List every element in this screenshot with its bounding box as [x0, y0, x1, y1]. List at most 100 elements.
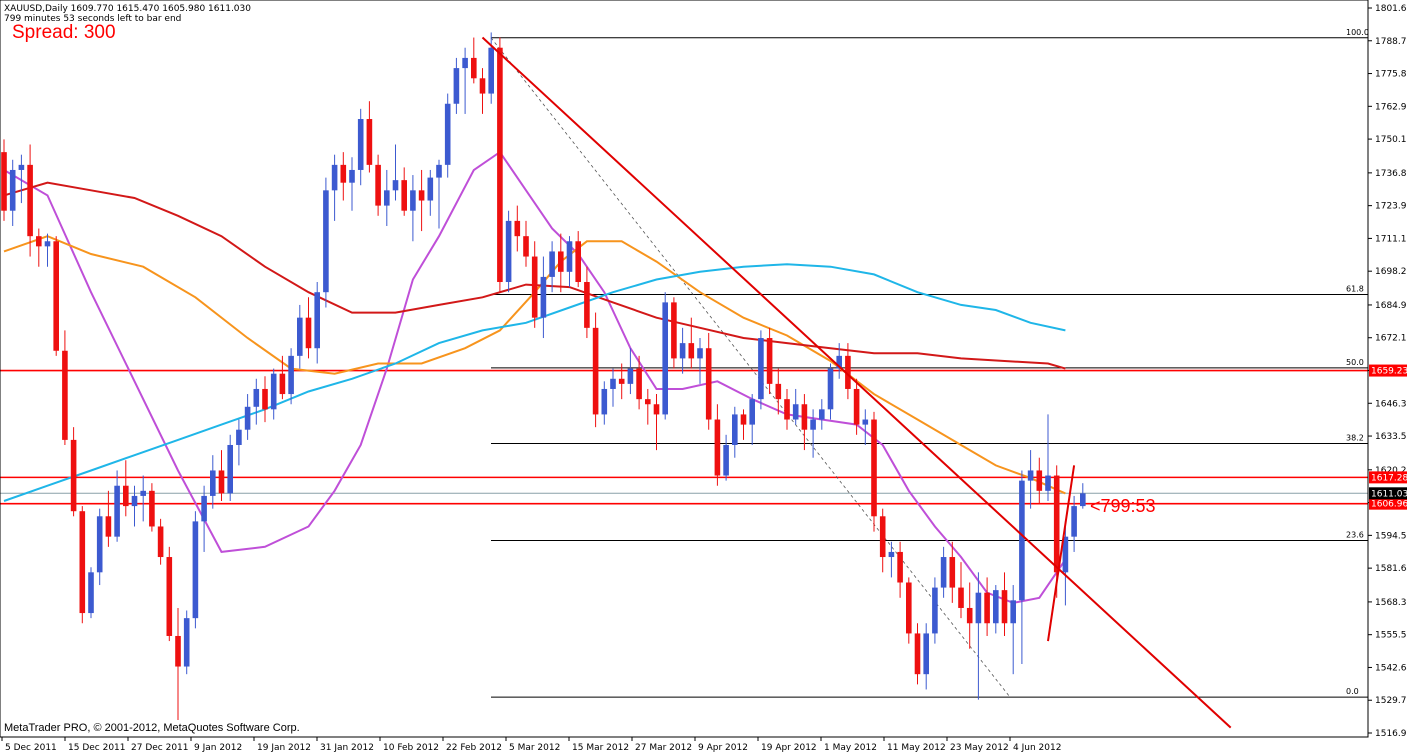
candle-body — [270, 373, 277, 410]
candle-body — [853, 388, 860, 425]
trendline — [1047, 465, 1076, 642]
spread-label: Spread: 300 — [12, 22, 116, 43]
candle — [601, 381, 608, 425]
candle-body — [836, 355, 842, 369]
candle-body — [410, 190, 416, 211]
candle — [227, 434, 233, 502]
candle-body — [479, 78, 486, 94]
candle — [401, 167, 407, 216]
candle — [566, 236, 573, 288]
candle — [166, 546, 173, 642]
candle-body — [523, 236, 529, 257]
candle-body — [653, 404, 660, 415]
candle-body — [949, 557, 956, 588]
price-box-label: 1659.23 — [1371, 367, 1407, 377]
candle-body — [392, 180, 399, 191]
moving-average-line — [3, 181, 1066, 370]
price-tick-label: 1542.64 — [1375, 663, 1407, 673]
candle — [558, 233, 564, 293]
candle — [375, 154, 381, 216]
candle — [853, 378, 860, 435]
price-tick-label: 1620.25 — [1375, 466, 1407, 476]
candle — [157, 518, 164, 565]
candle — [253, 378, 260, 425]
candle-body — [183, 618, 190, 667]
candle — [966, 582, 973, 649]
candle — [697, 338, 703, 384]
candle-body — [44, 241, 51, 247]
candle — [1062, 521, 1069, 606]
candle-body — [558, 251, 564, 272]
candle-body — [297, 317, 303, 356]
countdown-annotation: <799:53 — [1090, 496, 1156, 516]
candle-body — [157, 526, 164, 558]
trendlines-layer — [481, 36, 1232, 729]
candle — [1027, 450, 1034, 509]
candle — [314, 282, 320, 364]
candle-body — [1019, 480, 1025, 601]
candle-body — [1010, 600, 1016, 624]
candle — [879, 508, 886, 573]
price-tick-label: 1672.12 — [1375, 334, 1407, 344]
candle — [523, 220, 529, 267]
candle-body — [740, 414, 747, 425]
candle-body — [531, 256, 538, 318]
candle — [1010, 585, 1016, 675]
date-tick-label: 9 Jan 2012 — [194, 743, 242, 753]
candle — [453, 57, 460, 114]
date-tick-label: 15 Dec 2011 — [68, 743, 126, 753]
bar-timer: 799 minutes 53 seconds left to bar end — [4, 14, 182, 24]
candle — [323, 177, 329, 308]
price-box — [1369, 364, 1407, 377]
candle — [827, 363, 834, 420]
candle-body — [610, 378, 616, 389]
price-box-label: 1611.03 — [1371, 489, 1407, 499]
candle-body — [575, 241, 581, 283]
date-tick-label: 4 Jun 2012 — [1013, 743, 1061, 753]
candle-body — [906, 582, 912, 634]
candle-body — [36, 236, 42, 247]
candle — [357, 108, 364, 186]
candle — [940, 546, 947, 598]
trendline — [481, 36, 1232, 729]
candle-body — [923, 633, 929, 675]
candle — [714, 404, 721, 486]
price-tick-label: 1736.86 — [1375, 169, 1407, 179]
candle — [505, 210, 512, 293]
candle — [914, 623, 921, 685]
candle — [514, 205, 521, 252]
candle-body — [349, 169, 355, 183]
candle-body — [1080, 493, 1086, 507]
candle — [671, 297, 677, 369]
candles-layer — [1, 32, 1086, 721]
candle-body — [236, 429, 242, 445]
candle-body — [766, 338, 773, 384]
price-tick-label: 1788.73 — [1375, 37, 1407, 47]
candle — [53, 236, 59, 356]
candle-body — [1071, 506, 1077, 537]
date-tick-label: 31 Jan 2012 — [320, 743, 374, 753]
candle-body — [792, 404, 799, 420]
candle — [1080, 483, 1086, 509]
candle — [175, 607, 181, 721]
candle-body — [201, 495, 207, 522]
date-tick-label: 19 Apr 2012 — [761, 743, 817, 753]
fibonacci-layer: 100.0 61.8 50.0 38.2 23.6 0.0 — [490, 28, 1369, 698]
price-box — [1369, 471, 1407, 484]
date-tick-label: 1 May 2012 — [824, 743, 877, 753]
candle — [131, 485, 138, 527]
price-tick-label: 1646.38 — [1375, 399, 1407, 409]
candle-body — [62, 350, 68, 440]
candle — [210, 455, 216, 509]
candle — [645, 388, 651, 425]
candle — [471, 37, 477, 84]
candle-body — [688, 343, 695, 359]
candle — [1045, 414, 1051, 502]
candle-body — [601, 388, 608, 415]
candle — [384, 169, 390, 226]
candle-body — [418, 190, 425, 201]
fibo-level-label: 38.2 — [1346, 433, 1364, 442]
candle-body — [227, 444, 233, 494]
